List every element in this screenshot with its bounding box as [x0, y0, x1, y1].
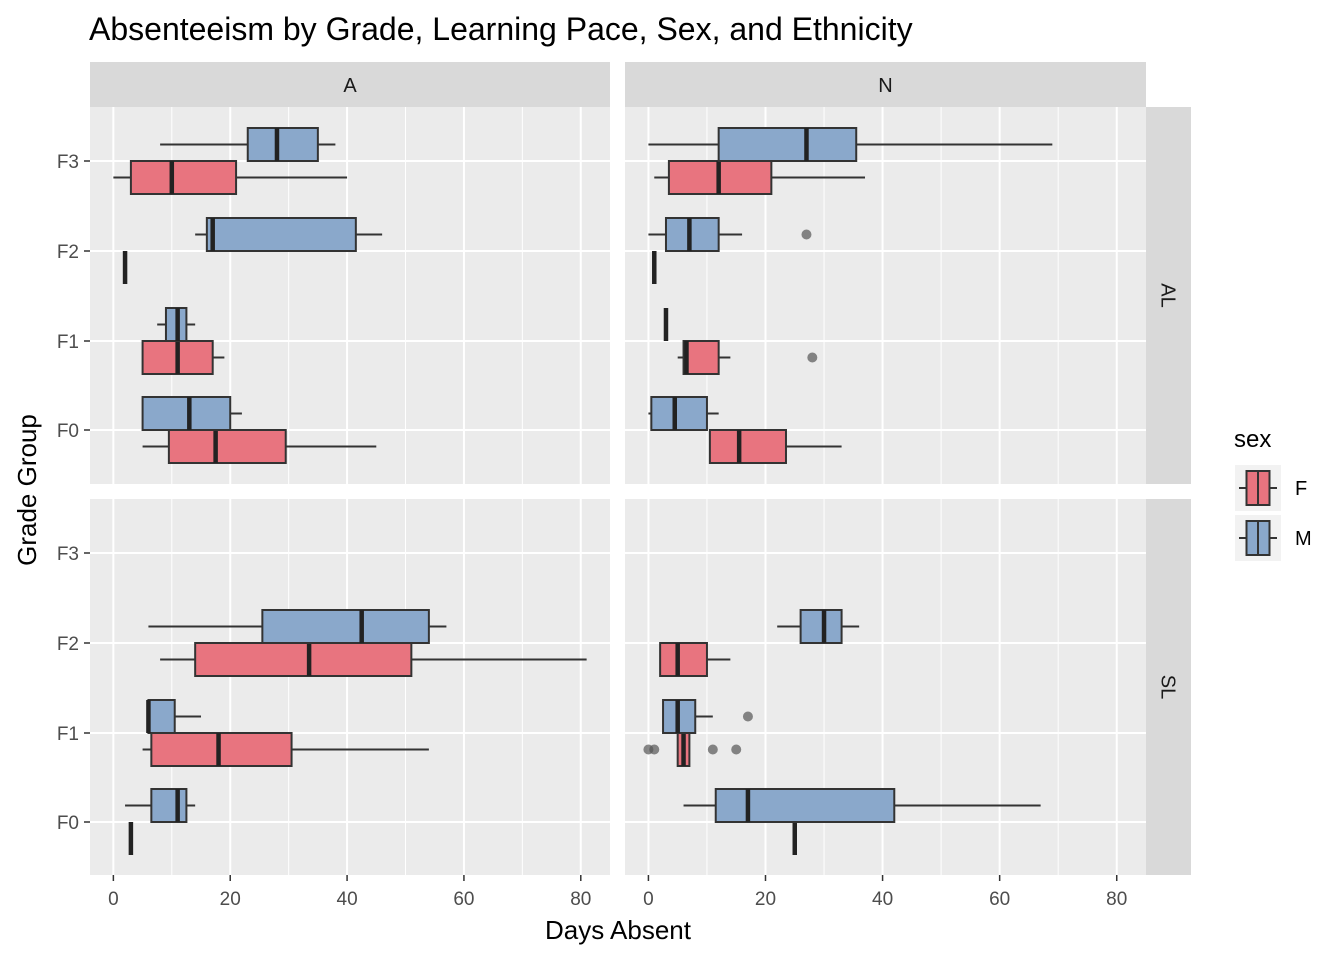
outlier-point — [742, 711, 753, 722]
x-tick-label: 40 — [337, 889, 358, 910]
row-strip-al — [1146, 107, 1191, 484]
outlier-point — [649, 744, 660, 755]
y-tick-label: F0 — [57, 421, 79, 442]
box-body — [147, 699, 176, 734]
boxes-n-sl — [643, 609, 1041, 855]
legend-title: sex — [1234, 426, 1271, 453]
column-strip-n — [625, 62, 1146, 107]
y-tick-label: F1 — [57, 332, 79, 353]
box-f0-m — [683, 788, 1041, 823]
boxes-a-al — [113, 127, 383, 464]
x-tick-label: 20 — [755, 889, 776, 910]
box-body — [141, 396, 232, 431]
x-tick-label: 0 — [643, 889, 654, 910]
box-body — [664, 217, 720, 252]
box-body — [167, 429, 287, 464]
legend: sex F M — [1234, 426, 1312, 561]
box-f1-f — [141, 340, 225, 375]
x-tick-label: 0 — [108, 889, 119, 910]
box-body — [261, 609, 430, 644]
box-f2-m — [777, 609, 860, 644]
legend-label: M — [1295, 528, 1312, 550]
outlier-point — [731, 744, 742, 755]
row-strip-sl — [1146, 499, 1191, 875]
x-tick-label: 60 — [989, 889, 1010, 910]
x-tick-label: 40 — [872, 889, 893, 910]
y-tick-label: F2 — [57, 634, 79, 655]
column-strip-a — [90, 62, 610, 107]
box-body — [682, 340, 720, 375]
box-f2-f — [160, 642, 587, 677]
boxes-n-al — [648, 127, 1053, 464]
box-body — [650, 396, 708, 431]
outlier-point — [807, 352, 818, 363]
y-tick-label: F3 — [57, 152, 79, 173]
chart-title: Absenteeism by Grade, Learning Pace, Sex… — [89, 11, 913, 47]
box-f0-f — [142, 429, 377, 464]
box-f1-f — [643, 732, 742, 767]
x-tick-label: 80 — [570, 889, 591, 910]
box-f3-m — [648, 127, 1053, 162]
box-f2-m — [195, 217, 383, 252]
box-f3-f — [113, 160, 348, 195]
y-tick-label: F2 — [57, 242, 79, 263]
column-strip-label: A — [343, 75, 357, 97]
box-body — [799, 609, 843, 644]
box-f1-m — [146, 699, 202, 734]
box-body — [714, 788, 896, 823]
box-f2-f — [659, 642, 731, 677]
row-strip-label: SL — [1157, 675, 1179, 699]
y-tick-label: F0 — [57, 813, 79, 834]
box-f1-m — [157, 307, 196, 342]
box-f3-m — [160, 127, 336, 162]
legend-key-f: F — [1235, 465, 1307, 511]
box-body — [659, 642, 708, 677]
y-axis-title: Grade Group — [12, 414, 42, 566]
box-body — [150, 788, 188, 823]
x-tick-label: 80 — [1106, 889, 1127, 910]
legend-key-m: M — [1235, 515, 1312, 561]
box-body — [246, 127, 319, 162]
box-f1-f — [677, 340, 818, 375]
x-axis-title: Days Absent — [545, 915, 692, 945]
box-body — [194, 642, 413, 677]
box-f1-f — [142, 732, 429, 767]
outlier-point — [707, 744, 718, 755]
box-f0-m — [125, 788, 196, 823]
box-body — [708, 429, 787, 464]
x-tick-label: 20 — [220, 889, 241, 910]
x-tick-label: 60 — [453, 889, 474, 910]
box-f1-m — [662, 699, 753, 734]
row-strip-label: AL — [1157, 283, 1179, 307]
box-f0-f — [708, 429, 842, 464]
box-f2-m — [148, 609, 447, 644]
box-body — [150, 732, 293, 767]
box-f2-m — [648, 217, 812, 252]
column-strip-label: N — [878, 75, 892, 97]
boxes-a-sl — [125, 609, 587, 855]
y-tick-label: F1 — [57, 724, 79, 745]
box-body — [129, 160, 238, 195]
box-f0-m — [141, 396, 242, 431]
y-tick-label: F3 — [57, 544, 79, 565]
legend-label: F — [1295, 478, 1307, 500]
outlier-point — [801, 229, 812, 240]
box-body — [717, 127, 858, 162]
facet-panels: A N AL SL F0 F1 F2 F3 F0 F1 F2 F3 0 20 40 60 80 0 20 40 60 80 — [57, 62, 1191, 910]
box-f0-m — [648, 396, 719, 431]
box-body — [205, 217, 357, 252]
